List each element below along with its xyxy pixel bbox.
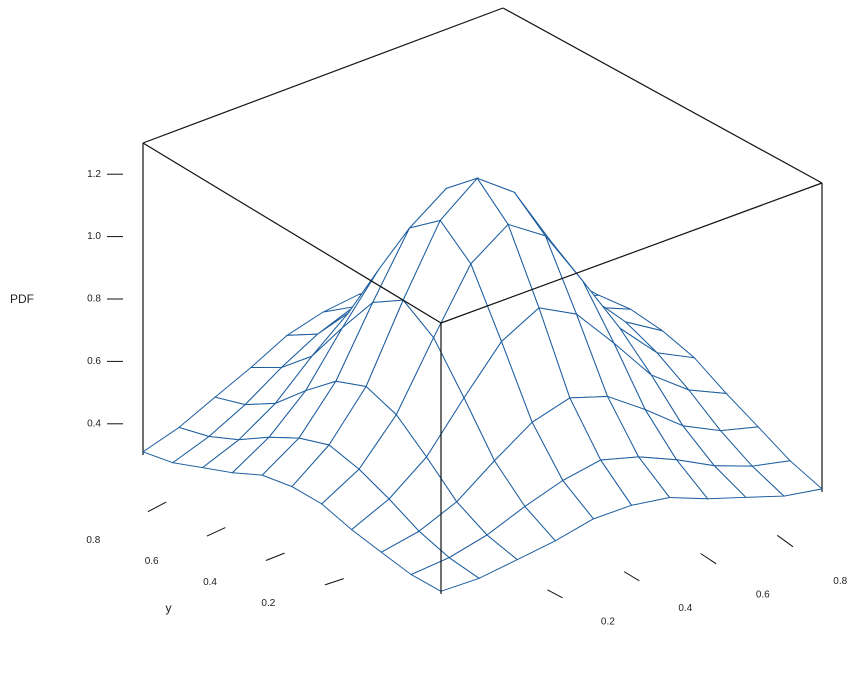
- surface-cell: [410, 557, 481, 592]
- y-tick: [147, 501, 167, 513]
- x-tick-label: 0.4: [678, 603, 692, 614]
- x-tick: [623, 571, 640, 582]
- x-tick-label: 0.2: [601, 617, 615, 628]
- x-tick: [547, 589, 563, 599]
- x-tick: [700, 553, 717, 565]
- x-tick-label: 0.8: [833, 576, 847, 587]
- z-tick-label: 0.4: [87, 418, 101, 429]
- y-tick-label: 0.6: [145, 556, 159, 567]
- y-tick-label: 0.4: [203, 577, 217, 588]
- y-tick: [206, 527, 226, 537]
- x-tick: [776, 534, 794, 548]
- box-edge: [502, 7, 823, 184]
- z-tick-label: 1.0: [87, 231, 101, 242]
- box-edge: [142, 7, 504, 144]
- z-axis-label: PDF: [10, 292, 34, 306]
- y-axis-label: y: [166, 601, 172, 615]
- z-tick-label: 1.2: [87, 169, 101, 180]
- z-tick-label: 0.8: [87, 294, 101, 305]
- y-tick-label: 0.8: [86, 535, 100, 546]
- y-tick-label: 0.2: [261, 598, 275, 609]
- x-tick-label: 0.6: [756, 589, 770, 600]
- box-edge: [142, 142, 442, 324]
- y-tick: [324, 578, 344, 586]
- y-tick: [265, 552, 285, 561]
- box-edge: [440, 182, 823, 324]
- z-tick-label: 0.6: [87, 356, 101, 367]
